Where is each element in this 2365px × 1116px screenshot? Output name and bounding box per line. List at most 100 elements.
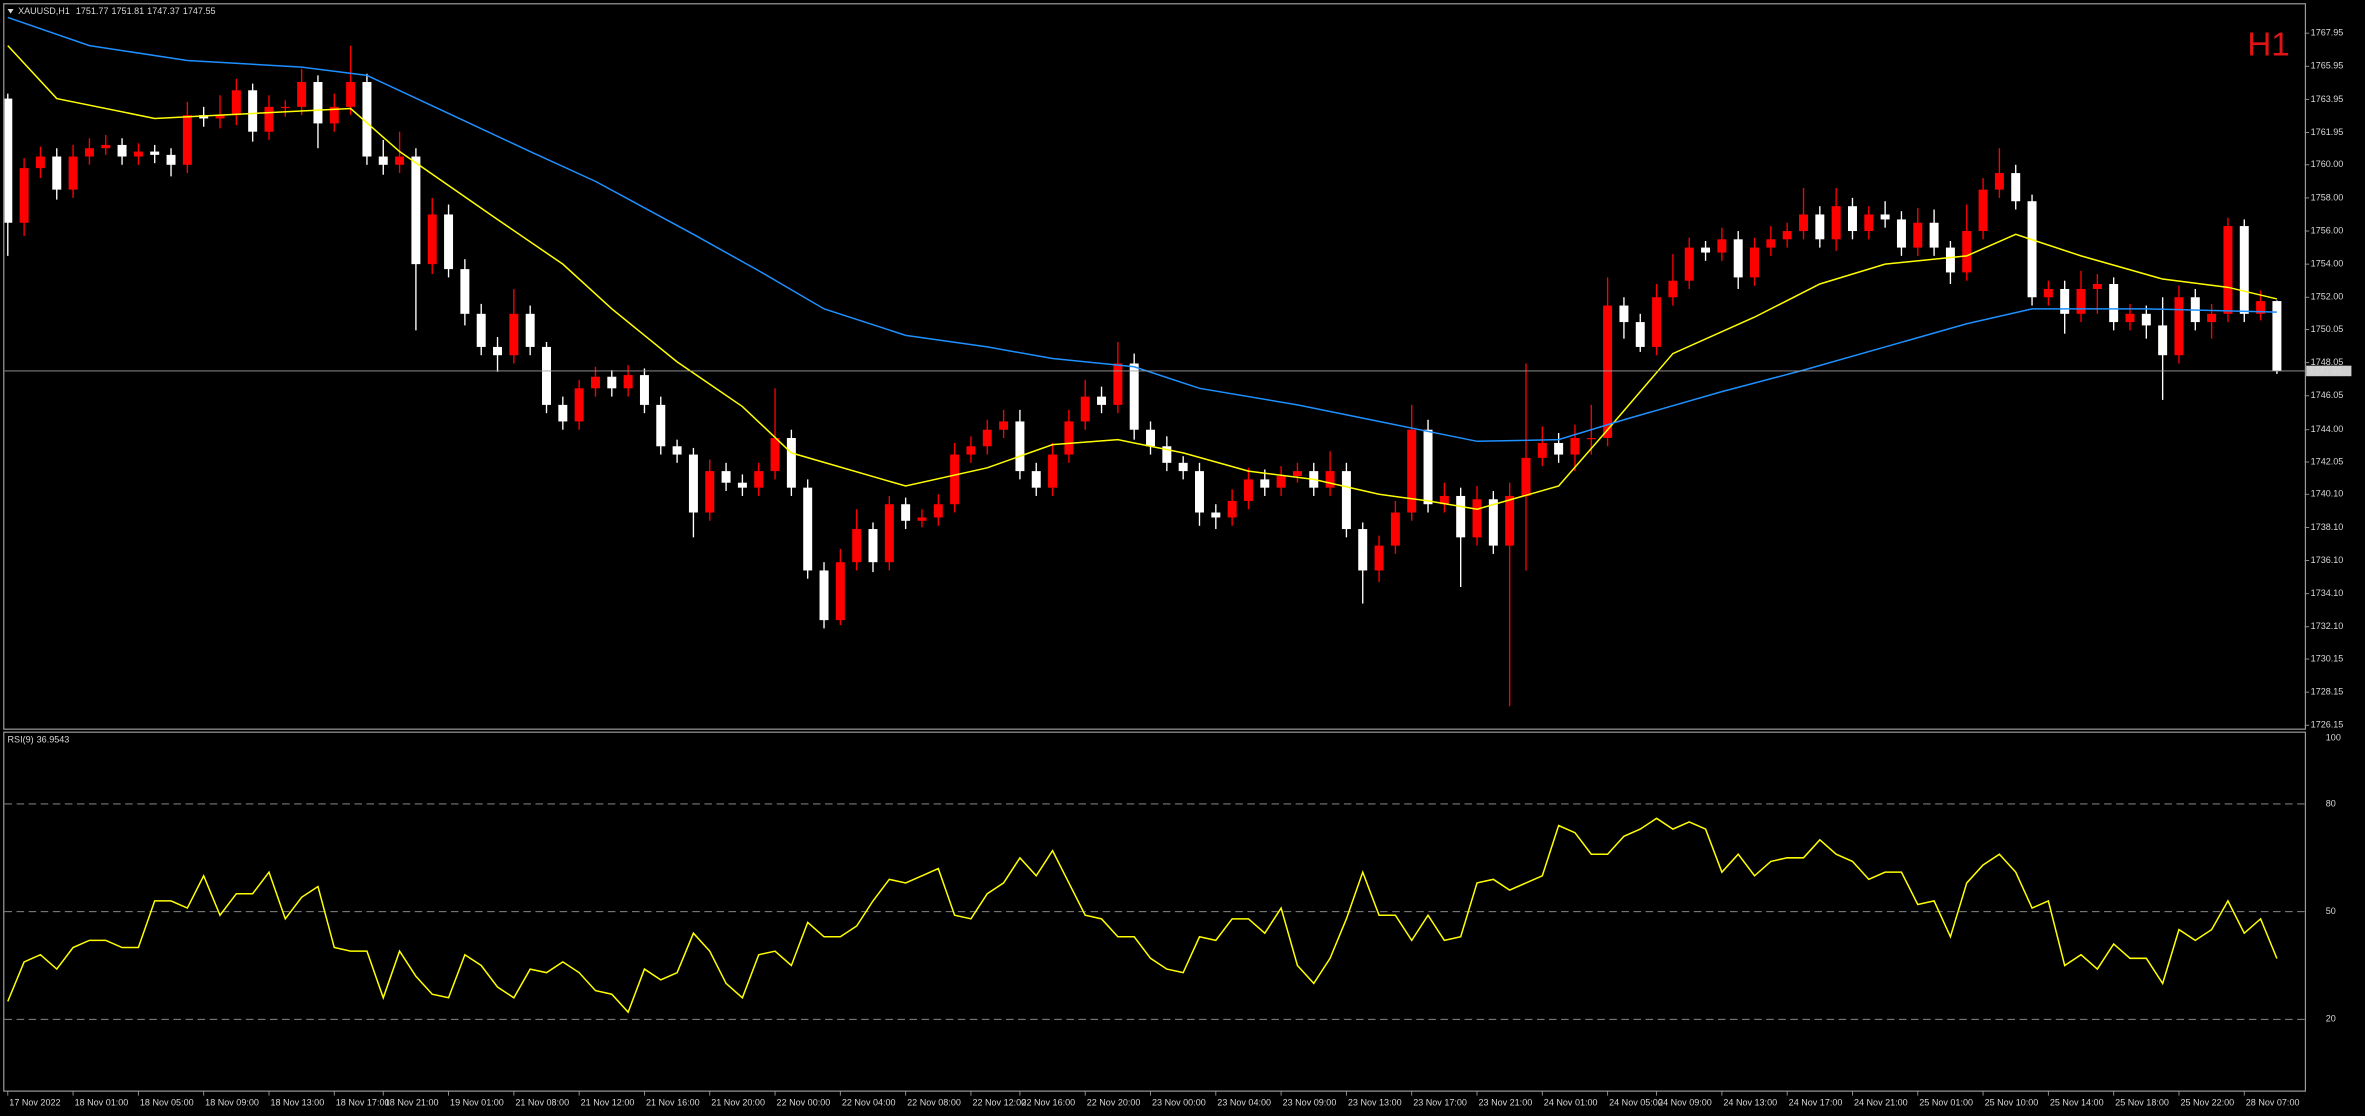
candle-body <box>1439 495 1449 505</box>
candle-body <box>2207 313 2217 323</box>
candle-body <box>999 421 1009 430</box>
candle-body <box>754 471 764 488</box>
candle-body <box>1652 297 1662 347</box>
candle-body <box>1146 429 1156 447</box>
candle-body <box>1472 499 1482 538</box>
candle-body <box>2076 288 2086 314</box>
x-tick-label: 24 Nov 21:00 <box>1854 1098 1908 1108</box>
candle-body <box>1390 512 1400 546</box>
candle-body <box>68 156 78 190</box>
collapse-arrow <box>7 9 14 14</box>
candle-body <box>1162 446 1172 463</box>
candle-body <box>2125 313 2135 323</box>
last-high: 1751.81 <box>112 6 145 16</box>
candle-body <box>542 346 551 405</box>
candle-body <box>1358 529 1368 571</box>
candle-body <box>1619 305 1629 323</box>
y-tick-label: 1758.00 <box>2311 192 2344 202</box>
x-tick-label: 25 Nov 01:00 <box>1919 1098 1973 1108</box>
candle-body <box>1407 429 1417 513</box>
candle-body <box>2239 226 2249 314</box>
candle-body <box>884 504 894 563</box>
x-tick-label: 25 Nov 22:00 <box>2180 1098 2234 1108</box>
candle-body <box>346 82 356 107</box>
x-tick-label: 23 Nov 00:00 <box>1152 1098 1206 1108</box>
candle-body <box>1896 219 1906 248</box>
candle-body <box>248 90 258 132</box>
candle-body <box>1178 462 1188 472</box>
x-tick-label: 25 Nov 18:00 <box>2115 1098 2169 1108</box>
y-tick-label: 1750.05 <box>2311 324 2344 334</box>
y-tick-label: 1734.10 <box>2311 588 2344 598</box>
candle-body <box>1586 437 1596 440</box>
x-tick-label: 19 Nov 01:00 <box>450 1098 504 1108</box>
candle-body <box>558 404 568 422</box>
y-tick-label: 1748.05 <box>2311 357 2344 367</box>
candle-body <box>672 446 682 455</box>
candle-body <box>982 429 992 447</box>
candle-body <box>2109 284 2119 323</box>
last-low: 1747.37 <box>147 6 180 16</box>
candle-body <box>1994 173 2004 190</box>
candle-body <box>1227 500 1237 518</box>
candle-body <box>1048 454 1058 488</box>
axes: 1767.95 1765.95 1763.95 1761.95 1760.00 1758.… <box>4 28 2352 1108</box>
candle-body <box>1423 429 1433 505</box>
y-tick-label: 1767.95 <box>2311 28 2344 38</box>
bid-label-box <box>2306 365 2352 377</box>
candle-body <box>264 106 274 132</box>
price-plot <box>4 16 2282 707</box>
candle-body <box>1750 247 1760 278</box>
rsi-panel-frame <box>3 731 2307 1092</box>
candle-body <box>2027 201 2037 298</box>
last-close: 1747.55 <box>183 6 216 16</box>
candle-body <box>933 504 943 518</box>
y-tick-label: 1756.00 <box>2311 225 2344 235</box>
candle-body <box>297 82 307 107</box>
candle-body <box>819 570 829 621</box>
x-tick-label: 24 Nov 09:00 <box>1658 1098 1712 1108</box>
candle-body <box>1733 239 1743 278</box>
candle-body <box>509 313 519 356</box>
x-tick-label: 21 Nov 16:00 <box>646 1098 700 1108</box>
candle-body <box>1097 396 1107 405</box>
candle-body <box>362 82 372 157</box>
rsi-plot <box>4 803 2305 1020</box>
y-tick-label: 1740.10 <box>2311 489 2344 499</box>
x-tick-label: 23 Nov 09:00 <box>1283 1098 1337 1108</box>
x-tick-label: 24 Nov 01:00 <box>1544 1098 1598 1108</box>
x-tick-label: 21 Nov 12:00 <box>581 1098 635 1108</box>
candle-body <box>1325 471 1335 488</box>
candle-body <box>1831 206 1841 240</box>
candle-body <box>1570 437 1580 455</box>
candle-body <box>1554 442 1564 455</box>
x-tick-label: 21 Nov 08:00 <box>515 1098 569 1108</box>
symbol: XAUUSD,H1 <box>18 6 70 16</box>
candle-body <box>378 156 388 165</box>
candle-body <box>803 487 813 571</box>
candle-body <box>329 106 339 124</box>
candle-body <box>1064 421 1074 455</box>
main-panel-frame <box>3 3 2307 730</box>
candle-body <box>917 517 927 521</box>
x-tick-label: 18 Nov 05:00 <box>140 1098 194 1108</box>
x-tick-label: 18 Nov 13:00 <box>270 1098 324 1108</box>
y-tick-label: 1761.95 <box>2311 127 2344 137</box>
candle-body <box>623 375 633 389</box>
candle-body <box>1978 189 1988 232</box>
candle-body <box>1717 239 1727 253</box>
x-tick-label: 24 Nov 13:00 <box>1723 1098 1777 1108</box>
x-tick-label: 22 Nov 04:00 <box>842 1098 896 1108</box>
y-tick-label: 1760.00 <box>2311 159 2344 169</box>
candle-body <box>1945 247 1955 273</box>
candle-body <box>1015 421 1025 472</box>
y-tick-label: 1742.05 <box>2311 456 2344 466</box>
y-tick-label: 1746.05 <box>2311 390 2344 400</box>
y-tick-label: 1728.15 <box>2311 687 2344 697</box>
candle-body <box>84 148 94 157</box>
candle-body <box>1129 363 1139 430</box>
candle-body <box>427 214 437 265</box>
y-tick-label: 1763.95 <box>2311 94 2344 104</box>
